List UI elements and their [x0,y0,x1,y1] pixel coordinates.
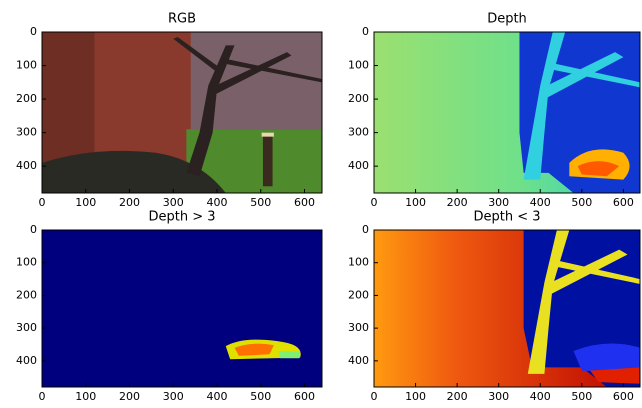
x-tick-label: 300 [163,196,184,209]
x-tick-label: 500 [571,390,592,403]
y-tick-label: 200 [16,92,37,105]
y-tick-label: 100 [16,59,37,72]
subplot-title: Depth < 3 [473,210,540,225]
depth-image [374,32,640,193]
x-tick-label: 100 [75,196,96,209]
x-tick-label: 600 [294,196,315,209]
x-tick-label: 0 [371,390,378,403]
subplot-title: Depth [487,12,527,27]
x-tick-label: 0 [371,196,378,209]
x-tick-label: 300 [163,390,184,403]
x-tick-label: 100 [405,390,426,403]
x-tick-label: 300 [488,390,509,403]
y-tick-label: 0 [30,223,37,236]
subplot-title: RGB [168,12,196,27]
y-tick-label: 200 [16,288,37,301]
y-tick-label: 0 [362,25,369,38]
axes-frame [373,229,641,388]
y-tick-label: 400 [348,159,369,172]
axes-frame [373,31,641,194]
rgb-image [42,32,322,193]
x-tick-label: 600 [613,390,634,403]
y-tick-label: 300 [16,126,37,139]
x-tick-label: 0 [39,390,46,403]
x-tick-label: 500 [250,390,271,403]
depth-gt3-image [42,230,322,387]
y-tick-label: 300 [16,321,37,334]
y-tick-label: 0 [362,223,369,236]
x-tick-label: 100 [405,196,426,209]
x-tick-label: 600 [294,390,315,403]
y-tick-label: 200 [348,288,369,301]
x-tick-label: 200 [119,390,140,403]
x-tick-label: 600 [613,196,634,209]
x-tick-label: 200 [447,196,468,209]
y-tick-label: 100 [16,256,37,269]
x-tick-label: 500 [571,196,592,209]
y-tick-label: 300 [348,321,369,334]
x-tick-label: 400 [207,390,228,403]
y-tick-label: 400 [16,354,37,367]
x-tick-label: 200 [447,390,468,403]
depth-lt3-image [374,230,640,387]
axes-frame [41,31,323,194]
y-tick-label: 100 [348,59,369,72]
y-tick-label: 200 [348,92,369,105]
y-tick-label: 0 [30,25,37,38]
x-tick-label: 500 [250,196,271,209]
x-tick-label: 300 [488,196,509,209]
x-tick-label: 400 [207,196,228,209]
x-tick-label: 400 [530,196,551,209]
subplot-title: Depth > 3 [148,210,215,225]
y-tick-label: 400 [16,159,37,172]
x-tick-label: 200 [119,196,140,209]
x-tick-label: 100 [75,390,96,403]
y-tick-label: 100 [348,256,369,269]
y-tick-label: 300 [348,126,369,139]
y-tick-label: 400 [348,354,369,367]
x-tick-label: 0 [39,196,46,209]
x-tick-label: 400 [530,390,551,403]
axes-frame [41,229,323,388]
